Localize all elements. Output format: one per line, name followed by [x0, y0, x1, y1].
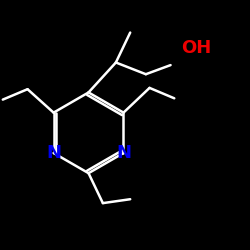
Text: OH: OH	[181, 39, 211, 57]
Text: N: N	[116, 144, 131, 162]
Text: N: N	[46, 144, 61, 162]
